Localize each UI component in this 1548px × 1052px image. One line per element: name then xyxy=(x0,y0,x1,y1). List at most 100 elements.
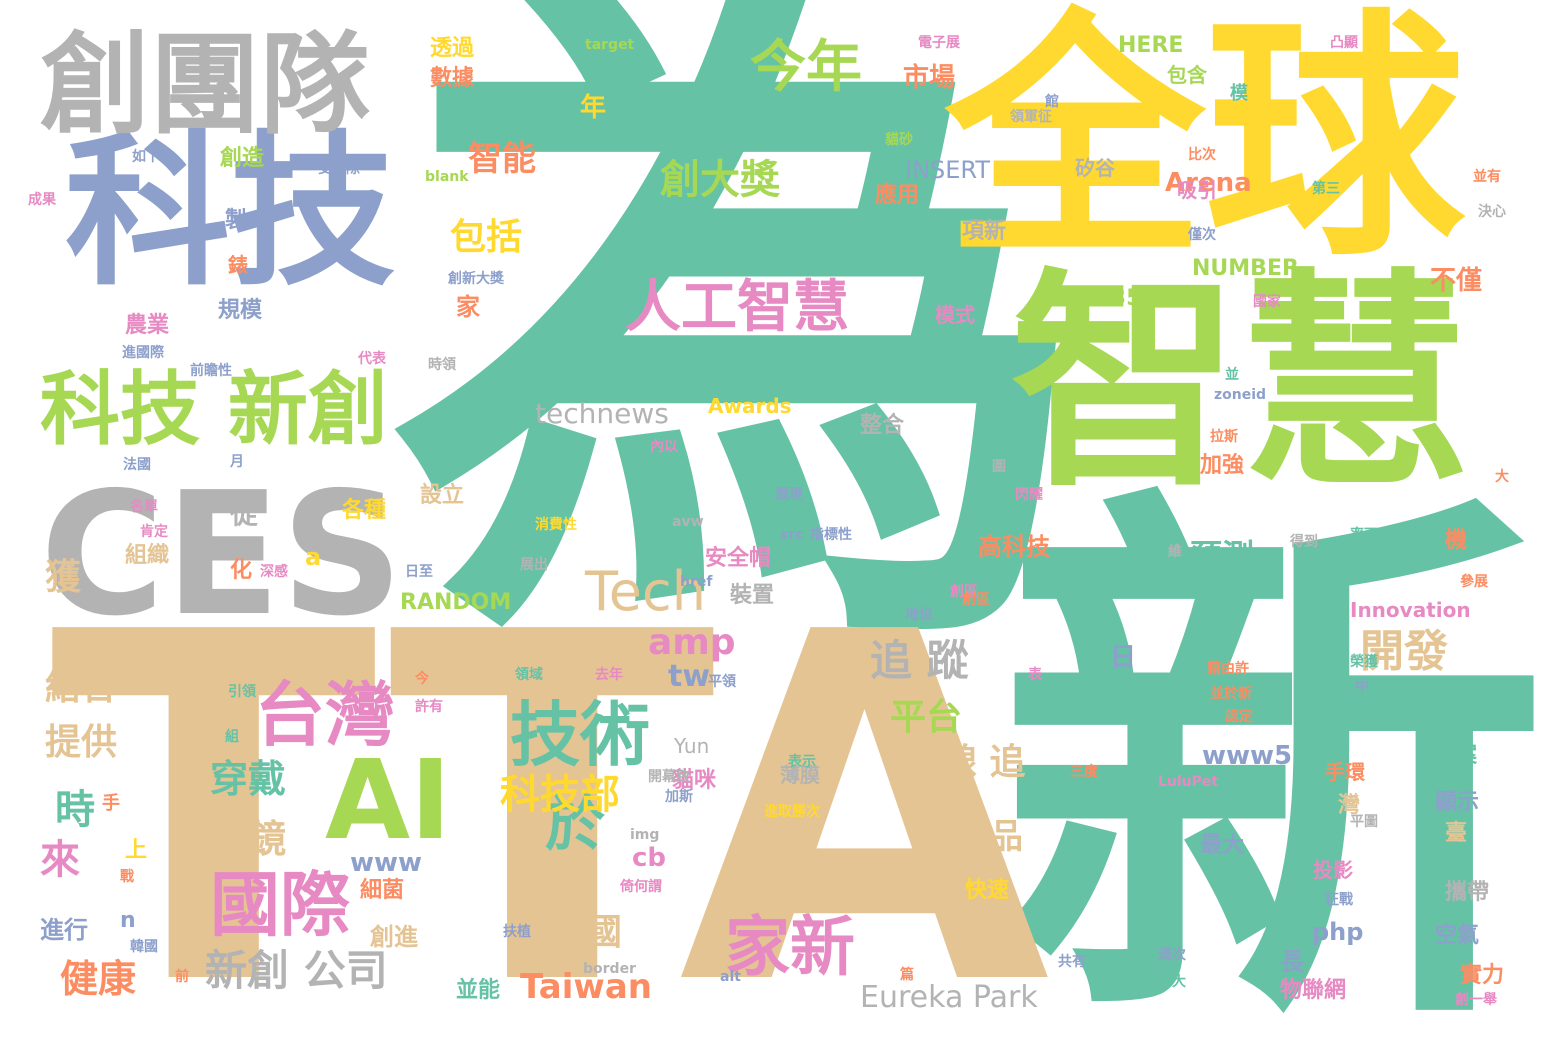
cloud-word: 領軍征 xyxy=(1010,109,1052,125)
cloud-word: 進行 xyxy=(40,916,88,944)
cloud-word: n xyxy=(120,908,136,933)
cloud-word: 包括 xyxy=(450,217,523,258)
cloud-word: 人工智慧 xyxy=(625,275,849,340)
cloud-word: 追 蹤 xyxy=(870,636,969,685)
cloud-word: 設備 xyxy=(922,786,962,810)
cloud-word: 肯定 xyxy=(140,524,168,540)
cloud-word: 圍 xyxy=(992,459,1006,475)
cloud-word: 為 xyxy=(390,0,1090,727)
cloud-word: 表 xyxy=(1028,667,1042,683)
cloud-word: 手 xyxy=(102,793,120,814)
cloud-word: 消費性 xyxy=(535,517,577,533)
cloud-word: 引領 xyxy=(228,684,256,700)
cloud-word: Tech xyxy=(585,560,706,623)
cloud-word: 法國 xyxy=(123,457,151,473)
cloud-word: 從 xyxy=(230,497,259,530)
cloud-word: 應用 xyxy=(875,183,920,208)
cloud-word: 創團隊 xyxy=(40,21,370,149)
cloud-word: 率下 xyxy=(1350,527,1378,543)
cloud-word: 科技 新創 xyxy=(40,363,388,456)
cloud-word: img xyxy=(630,827,660,843)
cloud-word: 手環 xyxy=(1325,760,1365,784)
cloud-word: 並能 xyxy=(456,978,501,1003)
cloud-word: 名單 xyxy=(130,499,158,515)
cloud-word: 受國際 xyxy=(318,161,360,177)
cloud-word: 許有 xyxy=(415,699,443,715)
cloud-word: 灣 xyxy=(1338,793,1361,818)
cloud-word: 組 xyxy=(225,729,239,745)
cloud-word: 數據 xyxy=(430,66,475,91)
cloud-word: 規模 xyxy=(218,298,263,323)
cloud-word: 深感 xyxy=(260,564,288,580)
cloud-word: 領域 xyxy=(515,667,543,683)
cloud-word: 指標性 xyxy=(810,527,852,543)
cloud-word: 進國際 xyxy=(122,345,164,361)
cloud-word: href xyxy=(680,574,713,590)
cloud-word: 榮獲 xyxy=(1350,654,1378,670)
cloud-word: 於 xyxy=(545,790,605,860)
cloud-word: zoneid xyxy=(1214,387,1267,403)
cloud-word: 第三 xyxy=(1312,181,1340,197)
cloud-word: 新創 公司 xyxy=(205,946,388,995)
cloud-word: blank xyxy=(425,169,469,185)
cloud-word: 視線 追 xyxy=(905,742,1026,783)
cloud-word: LuluPet xyxy=(1158,774,1219,790)
cloud-word: 透過 xyxy=(430,36,475,61)
cloud-word: src xyxy=(780,527,804,543)
cloud-word: 化 xyxy=(230,558,253,583)
cloud-word: 平圖 xyxy=(1350,814,1378,830)
cloud-word: www xyxy=(350,848,423,878)
cloud-word: 今年 xyxy=(750,35,862,100)
cloud-word: 智慧 xyxy=(1010,251,1471,518)
cloud-word: 館 xyxy=(1045,94,1059,110)
cloud-word: 創區 xyxy=(950,584,978,600)
cloud-word: 我國 xyxy=(550,912,623,953)
cloud-word: 加強 xyxy=(1200,453,1245,478)
cloud-word: 日至 xyxy=(405,564,433,580)
cloud-word: 創造 xyxy=(220,146,265,171)
cloud-word: 預測 xyxy=(1190,537,1255,575)
cloud-word: 地位 xyxy=(905,607,933,623)
cloud-word: 新 xyxy=(998,449,1548,1052)
cloud-word: 生物 xyxy=(875,97,923,125)
cloud-word: 平台 xyxy=(890,697,963,738)
cloud-word: 細菌 xyxy=(360,878,405,903)
cloud-word: 時 xyxy=(55,787,95,833)
cloud-word: 全球 xyxy=(945,0,1465,291)
cloud-word: 成果 xyxy=(28,192,56,208)
cloud-word: Innovation xyxy=(1350,598,1471,622)
cloud-word: 並有 xyxy=(1473,169,1501,185)
cloud-word: 今 xyxy=(415,671,429,687)
cloud-word: 日 xyxy=(1110,643,1137,673)
cloud-word: cb xyxy=(632,843,667,873)
cloud-word: 高科技 xyxy=(978,533,1050,561)
cloud-word: border xyxy=(583,961,636,977)
cloud-word: 三度 xyxy=(1070,764,1098,780)
cloud-word: www5 xyxy=(1202,741,1293,771)
cloud-word: 國際 xyxy=(210,864,350,946)
cloud-word: 科技 xyxy=(65,116,395,308)
cloud-word: php xyxy=(1312,918,1364,946)
cloud-word: 創新大獎 xyxy=(448,271,504,287)
cloud-word: 組織 xyxy=(125,543,170,568)
cloud-word: 眼鏡 xyxy=(210,817,287,861)
cloud-word: 征戰 xyxy=(1325,892,1353,908)
cloud-word: 國家 xyxy=(1253,294,1281,310)
cloud-word: 攜帶 xyxy=(1445,880,1490,905)
cloud-word: 包含 xyxy=(1167,63,1207,87)
cloud-word: 台灣 xyxy=(255,674,395,756)
cloud-word: 平領 xyxy=(708,674,736,690)
cloud-word: 如下 xyxy=(132,149,160,165)
cloud-word: 遜次 xyxy=(1158,947,1186,963)
cloud-word: 結合 xyxy=(45,667,118,708)
cloud-word: 家 xyxy=(456,293,480,321)
cloud-word: 上 xyxy=(125,838,148,863)
cloud-word: 投影 xyxy=(1313,858,1353,882)
cloud-word: 前瞻性 xyxy=(190,363,232,379)
cloud-word: INSERT xyxy=(905,156,991,184)
cloud-word: 創進 xyxy=(370,923,418,951)
cloud-word: 創大獎 xyxy=(660,157,780,203)
cloud-word: 韓國 xyxy=(130,939,158,955)
cloud-word: 空氣 xyxy=(1435,923,1480,948)
cloud-word: 展出 xyxy=(520,557,548,573)
